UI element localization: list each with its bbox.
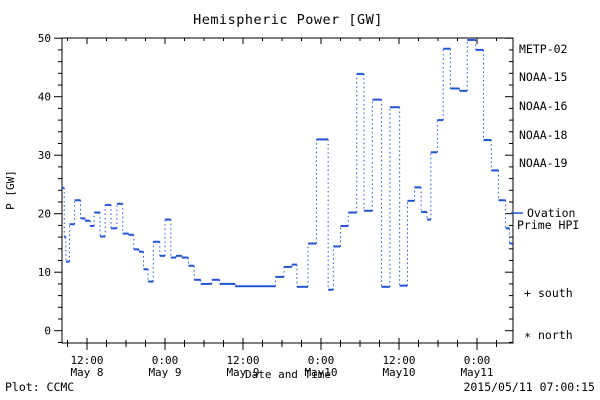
ovation-legend-line1: Ovation (527, 206, 575, 220)
x-tick-time-label: 0:00 (308, 354, 335, 367)
legend-metp-02: METP-02 (519, 42, 567, 56)
legend-noaa-18: NOAA-18 (519, 128, 568, 142)
axis-ticks (54, 37, 513, 350)
x-tick-time-label: 0:00 (464, 354, 491, 367)
north-marker-symbol-icon: * (524, 330, 531, 344)
south-marker-label: south (538, 286, 573, 300)
y-axis-label: P [GW] (4, 170, 17, 210)
x-tick-date-label: May10 (382, 366, 415, 379)
footer-plot-source: Plot: CCMC (5, 380, 74, 394)
y-tick-label: 10 (38, 266, 51, 279)
x-tick-time-label: 12:00 (382, 354, 415, 367)
x-tick-time-label: 0:00 (152, 354, 179, 367)
y-tick-label: 0 (44, 325, 51, 338)
south-marker-symbol-icon: + (524, 286, 531, 300)
y-axis-tick-labels: 0 10 20 30 40 50 (38, 32, 51, 338)
ovation-prime-hpi-series (62, 38, 513, 291)
ovation-legend-line2: Prime HPI (517, 218, 579, 232)
chart-title: Hemispheric Power [GW] (193, 12, 383, 28)
y-tick-label: 30 (38, 149, 51, 162)
x-tick-date-label: May11 (460, 366, 493, 379)
x-tick-time-label: 12:00 (226, 354, 259, 367)
x-tick-date-label: May10 (304, 366, 337, 379)
legend-noaa-19: NOAA-19 (519, 156, 568, 170)
x-axis-label: Date and Time (245, 368, 331, 381)
y-tick-label: 20 (38, 208, 51, 221)
y-tick-label: 50 (38, 32, 51, 45)
y-tick-label: 40 (38, 91, 51, 104)
plot-area-border (61, 37, 514, 344)
legend-noaa-15: NOAA-15 (519, 70, 567, 84)
x-tick-date-label: May 8 (70, 366, 103, 379)
x-tick-date-label: May 9 (148, 366, 181, 379)
x-tick-time-label: 12:00 (70, 354, 103, 367)
footer-timestamp: 2015/05/11 07:00:15 (463, 380, 595, 394)
x-tick-date-label: May 9 (226, 366, 259, 379)
legend-noaa-16: NOAA-16 (519, 99, 568, 113)
north-marker-label: north (538, 328, 573, 342)
